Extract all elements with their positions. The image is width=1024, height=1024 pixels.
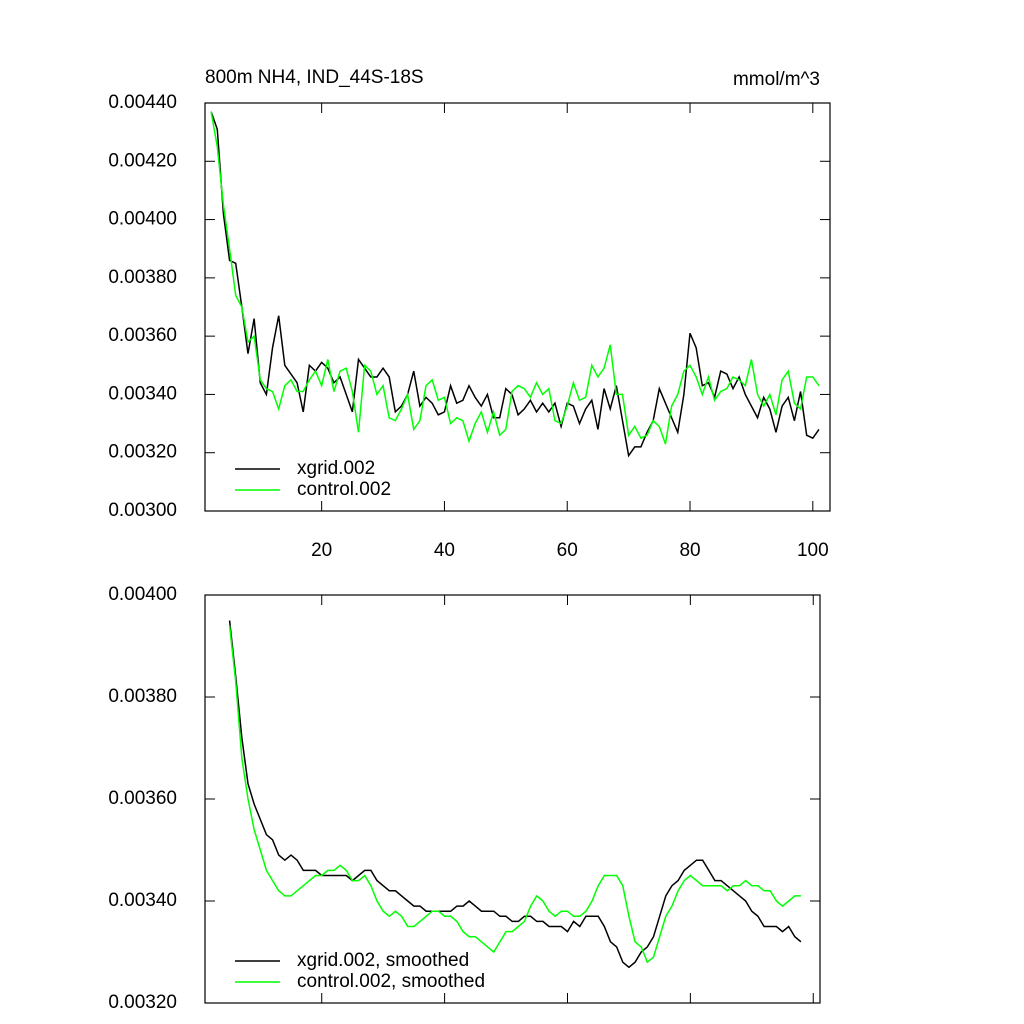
y-tick-label: 0.00360 (108, 788, 177, 809)
plot-frame (204, 102, 831, 512)
y-tick-label: 0.00340 (108, 890, 177, 911)
x-tick-label: 80 (679, 540, 700, 561)
series-line (210, 111, 820, 445)
chart-units: mmol/m^3 (733, 69, 820, 90)
series-line (228, 620, 802, 969)
x-tick-label: 20 (311, 540, 332, 561)
legend-label: control.002 (297, 479, 391, 500)
series-line (228, 625, 801, 964)
y-tick-label: 0.00440 (108, 92, 177, 113)
plot-frame (204, 594, 821, 1004)
legend-label: xgrid.002, smoothed (297, 950, 469, 971)
y-tick-label: 0.00400 (108, 584, 177, 605)
chart-title: 800m NH4, IND_44S-18S (205, 67, 424, 88)
legend-label: control.002, smoothed (297, 971, 485, 992)
y-tick-label: 0.00340 (108, 383, 177, 404)
legend-label: xgrid.002 (297, 458, 375, 479)
y-tick-label: 0.00320 (108, 442, 177, 463)
y-tick-label: 0.00320 (108, 992, 177, 1013)
y-tick-label: 0.00300 (108, 500, 177, 521)
y-tick-label: 0.00400 (108, 209, 177, 230)
y-tick-label: 0.00380 (108, 686, 177, 707)
y-tick-label: 0.00420 (108, 150, 177, 171)
y-tick-label: 0.00380 (108, 267, 177, 288)
x-tick-label: 100 (797, 540, 829, 561)
x-tick-label: 60 (557, 540, 578, 561)
series-line (210, 111, 820, 458)
x-tick-label: 40 (434, 540, 455, 561)
y-tick-label: 0.00360 (108, 325, 177, 346)
